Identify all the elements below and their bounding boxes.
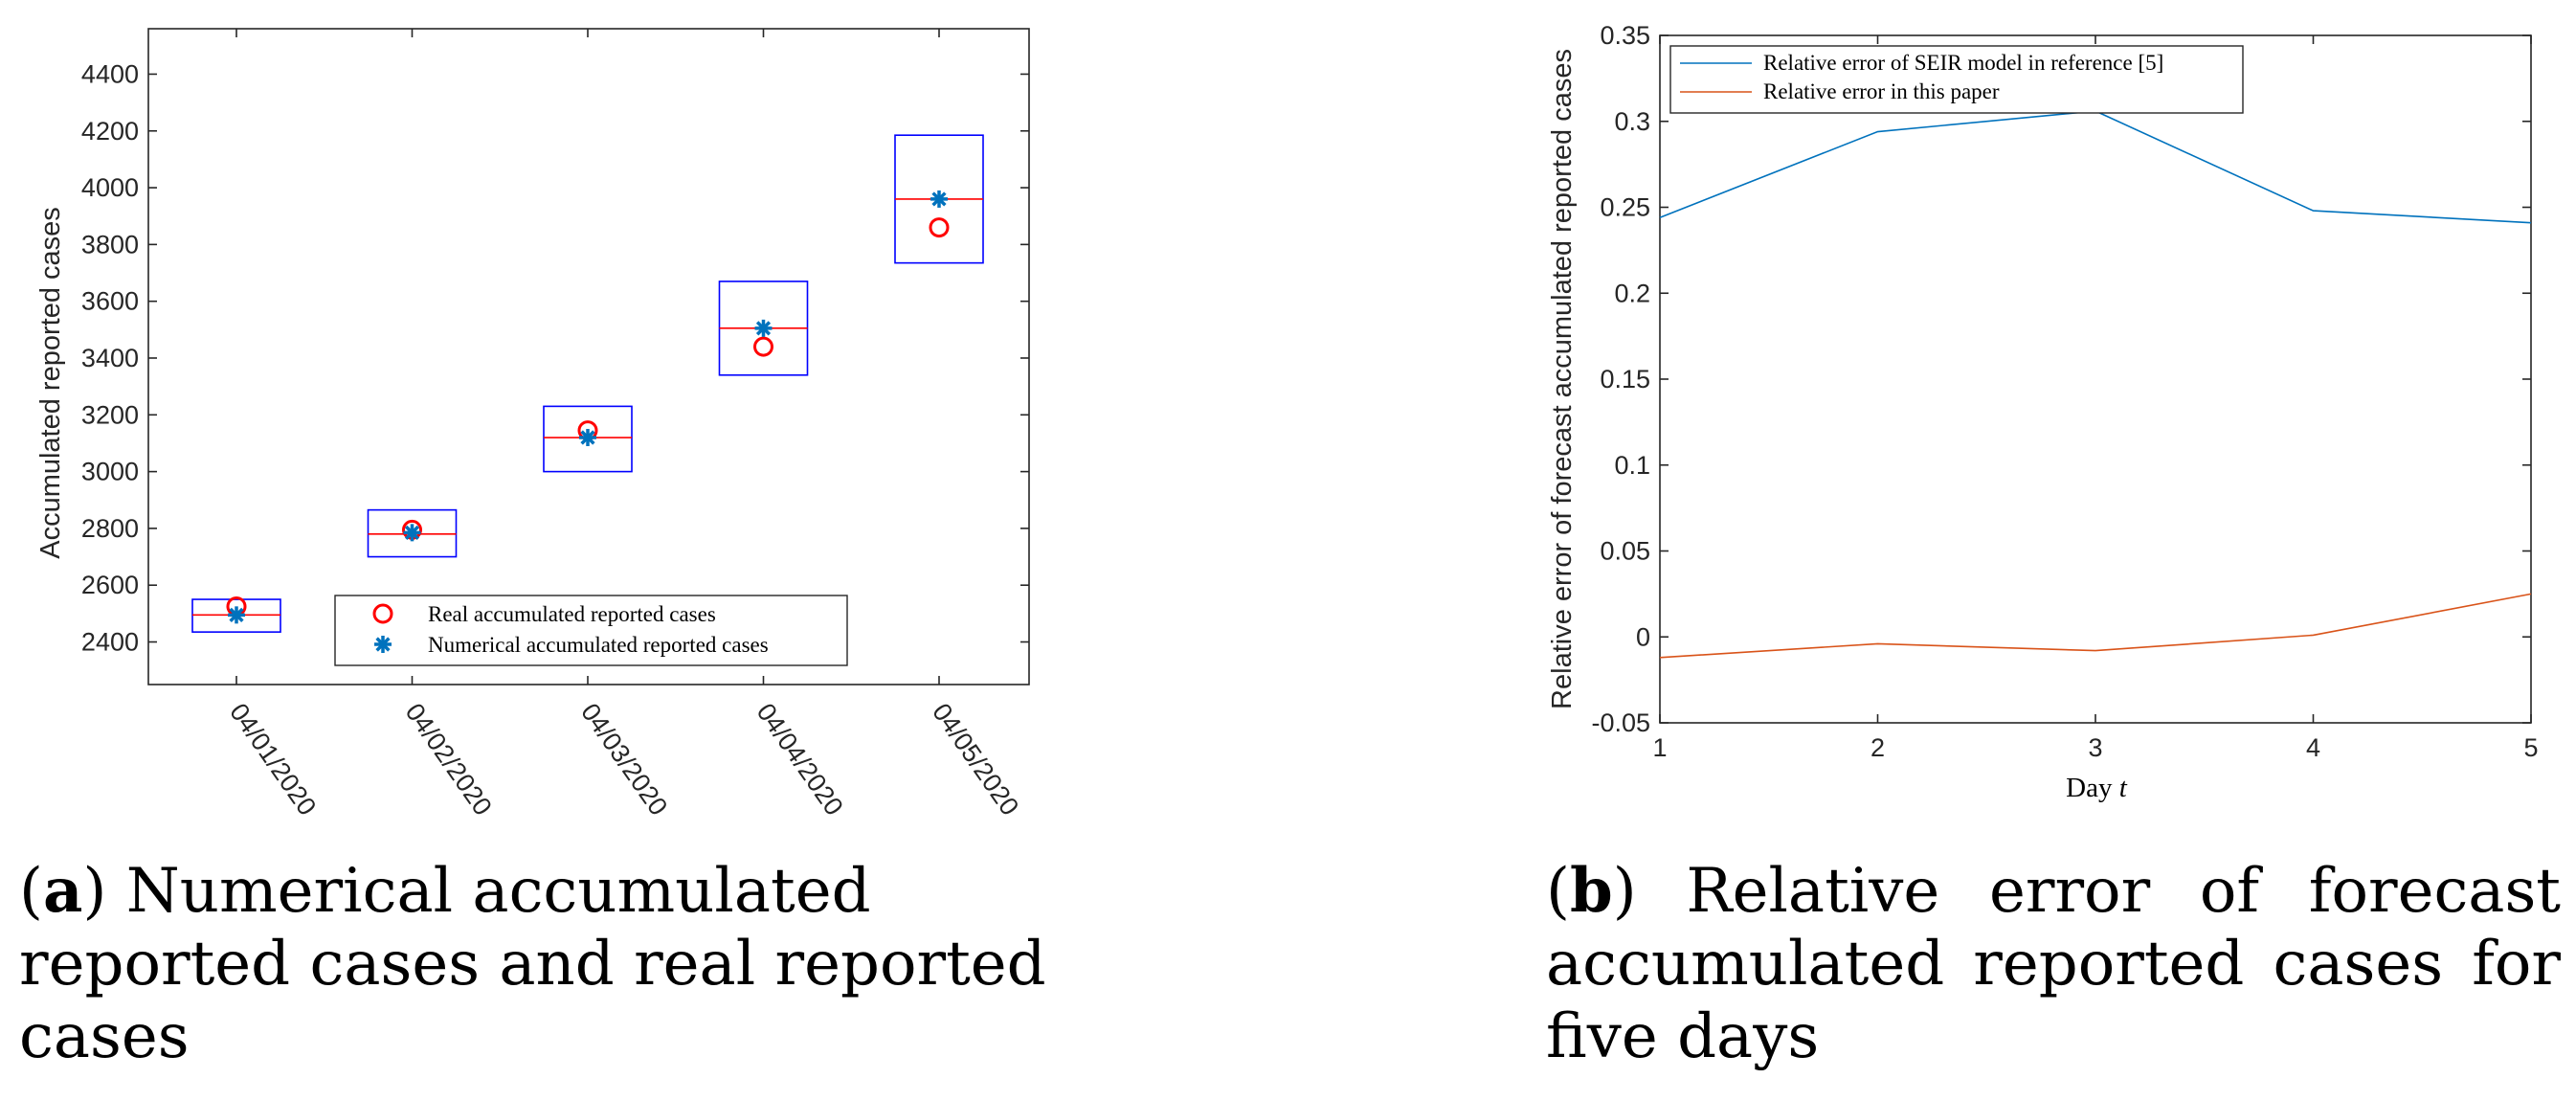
numerical-point	[579, 429, 596, 447]
chart-b-xtick-label: 4	[2306, 733, 2320, 762]
chart-a-ytick-label: 2800	[81, 514, 139, 543]
legend-seir-label: Relative error of SEIR model in referenc…	[1763, 51, 2163, 75]
box	[543, 405, 633, 473]
chart-b-xlabel-var: t	[2119, 773, 2128, 803]
chart-b-ytick-label: 0.25	[1600, 193, 1650, 222]
legend-star	[374, 636, 392, 653]
chart-a-legend: Real accumulated reported cases Numerica…	[334, 595, 848, 666]
numerical-point-stroke	[931, 191, 947, 207]
chart-b-ytick-label: 0.15	[1600, 365, 1650, 393]
chart-b-ytick-label: -0.05	[1591, 708, 1650, 737]
chart-b-xtick-label: 1	[1652, 733, 1667, 762]
real-point	[929, 217, 950, 238]
chart-b-ytick-label: 0.1	[1614, 451, 1650, 480]
seir-error-line	[1659, 110, 2532, 224]
legend-paper-label: Relative error in this paper	[1763, 79, 2000, 103]
chart-b-xlabel-prefix: Day	[2066, 773, 2113, 803]
chart-a-xtick-label: 04/01/2020	[224, 698, 322, 820]
caption-a-text: Numerical accumulated reported cases and…	[19, 856, 1046, 1072]
chart-b-ytick-label: 0.35	[1600, 21, 1650, 50]
paper-error-line	[1659, 593, 2532, 659]
legend-real-label: Real accumulated reported cases	[428, 602, 716, 626]
legend-numerical-marker	[374, 636, 392, 653]
chart-b-axes-box	[1659, 34, 2532, 724]
numerical-point	[228, 606, 245, 624]
chart-b-xtick-label: 3	[2088, 733, 2102, 762]
chart-b-ytick-label: 0	[1636, 622, 1650, 651]
chart-a-ytick-label: 4000	[81, 173, 139, 202]
chart-a-xtick-label: 04/05/2020	[927, 698, 1024, 820]
chart-a-ytick-label: 3000	[81, 458, 139, 486]
chart-a-xtick-label: 04/03/2020	[575, 698, 673, 820]
chart-a-ytick-label: 3200	[81, 400, 139, 429]
chart-b-xtick-label: 2	[1870, 733, 1885, 762]
chart-a: 2400 2600 2800 3000 3200 3400 3600 3800 4000 4200…	[35, 28, 1030, 820]
chart-a-ytick-label: 2600	[81, 571, 139, 599]
legend-numerical-label: Numerical accumulated reported cases	[428, 633, 769, 657]
chart-a-ytick-label: 3600	[81, 287, 139, 316]
legend-real-marker	[372, 603, 393, 624]
chart-a-ytick-label: 3800	[81, 230, 139, 258]
chart-a-axes-box	[147, 28, 1030, 685]
chart-a-xtick-label: 04/04/2020	[751, 698, 849, 820]
numerical-point	[754, 319, 773, 337]
chart-b-xlabel: Day t	[2066, 773, 2128, 803]
caption-a-label: a	[42, 855, 83, 927]
numerical-point	[930, 190, 948, 208]
chart-b-legend: Relative error of SEIR model in referenc…	[1669, 45, 2244, 114]
chart-b-legend-box	[1669, 45, 2244, 114]
numerical-point-stroke	[404, 525, 420, 540]
numerical-point-stroke	[580, 430, 595, 445]
chart-a-ytick-label: 2400	[81, 628, 139, 657]
caption-b: (b) Relative error of forecast accumulat…	[1546, 855, 2561, 1072]
caption-a: (a) Numerical accumulated reported cases…	[19, 855, 1046, 1072]
numerical-point-stroke	[229, 607, 244, 622]
chart-b-ytick-label: 0.3	[1614, 107, 1650, 136]
numerical-point	[403, 524, 421, 542]
legend-star-stroke	[375, 637, 391, 652]
caption-b-text: Relative error of forecast accumulated r…	[1546, 856, 2561, 1072]
chart-a-ytick-label: 3400	[81, 344, 139, 372]
chart-a-xtick-label: 04/02/2020	[400, 698, 498, 820]
chart-a-ytick-label: 4400	[81, 59, 139, 88]
chart-b: -0.05 0 0.05 0.1 0.15 0.2 0.25 0.3 0.35 1 2 3 4 5 Re…	[1547, 21, 2539, 803]
chart-b-xtick-label: 5	[2523, 733, 2538, 762]
chart-a-ytick-label: 4200	[81, 117, 139, 146]
chart-a-ylabel: Accumulated reported cases	[35, 207, 66, 559]
chart-b-ylabel: Relative error of forecast accumulated r…	[1547, 49, 1578, 709]
chart-b-ytick-label: 0.2	[1614, 279, 1650, 307]
chart-b-ytick-label: 0.05	[1600, 537, 1650, 566]
numerical-point-stroke	[755, 321, 772, 336]
real-point	[753, 336, 773, 357]
caption-b-label: b	[1569, 855, 1613, 927]
chart-a-legend-box	[334, 595, 848, 666]
